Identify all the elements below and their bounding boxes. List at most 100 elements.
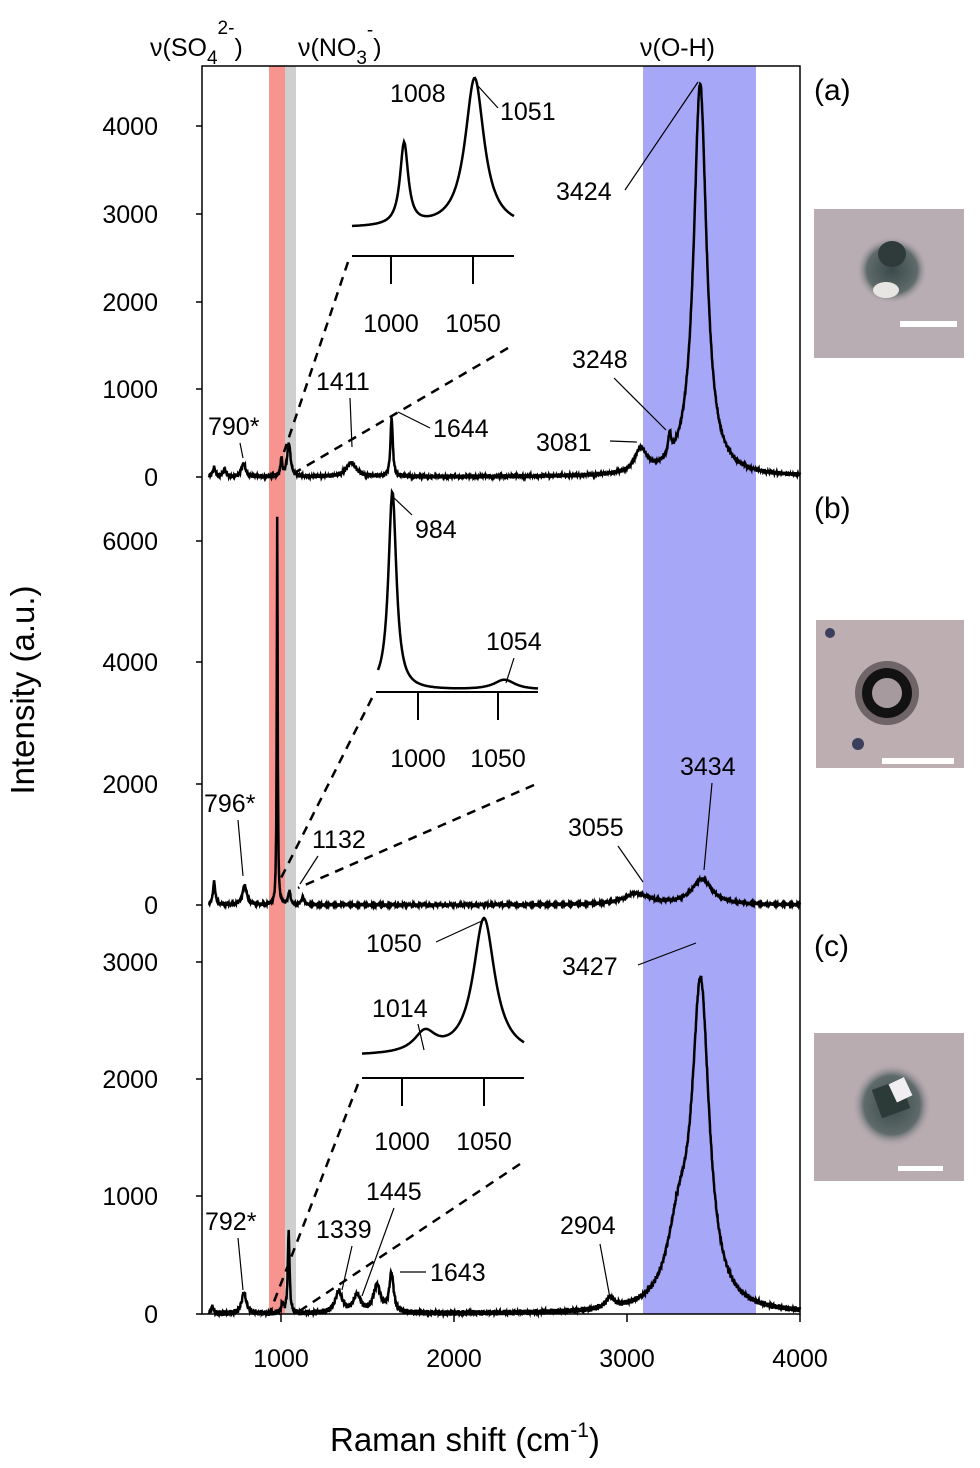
- oh-band-label: ν(O-H): [640, 34, 715, 62]
- leader-line: [599, 1243, 611, 1299]
- oh-band: [643, 66, 756, 1314]
- inset-tick-label: 1000: [374, 1128, 430, 1156]
- nitrate-label-sup: -: [367, 20, 373, 41]
- y-tick-label: 2000: [102, 1066, 158, 1094]
- leader-line: [349, 397, 353, 448]
- panel-label-c: (c): [814, 930, 849, 963]
- leader-line: [397, 411, 431, 429]
- leader-line: [613, 377, 667, 431]
- peak-label: 1411: [316, 368, 370, 396]
- leader-line: [417, 1023, 425, 1051]
- x-axis-title: Raman shift (cm-1): [330, 1419, 600, 1458]
- leader-line: [617, 845, 644, 883]
- leader-line: [237, 1237, 244, 1291]
- leader-line: [237, 819, 244, 877]
- x-tick-label: 2000: [426, 1345, 482, 1373]
- spectrum-trace-c: [207, 975, 802, 1320]
- nitrate-label-close: ): [373, 34, 381, 62]
- nitrate-label-sub: 3: [356, 48, 367, 69]
- y-axis-title: Intensity (a.u.): [4, 585, 41, 794]
- inset-zoom-lines-c: [268, 1083, 521, 1314]
- particle-image-a: [814, 209, 964, 358]
- nitrate-band: [285, 66, 296, 1314]
- inset-peak-label: 1054: [486, 628, 542, 656]
- x-axis-title-main: Raman shift (cm: [330, 1421, 570, 1458]
- y-tick-label: 6000: [102, 528, 158, 556]
- x-tick-label: 4000: [772, 1345, 828, 1373]
- y-tick-label: 4000: [102, 649, 158, 677]
- peak-label: 3424: [556, 178, 612, 206]
- inset-zoom-lines-b: [278, 697, 535, 890]
- inset-tick-label: 1050: [470, 745, 526, 773]
- x-tick-label: 1000: [253, 1345, 309, 1373]
- peak-label: 3248: [572, 346, 628, 374]
- spectrum-trace-b: [207, 516, 802, 912]
- y-axis-b: [196, 540, 202, 906]
- inset-trace-b: [376, 487, 539, 690]
- y-tick-label: 3000: [102, 949, 158, 977]
- y-tick-label: 0: [144, 464, 158, 492]
- leader-line: [341, 1245, 353, 1291]
- y-axis-c: [196, 961, 202, 1315]
- leader-line: [391, 495, 413, 516]
- inset-tick-label: 1000: [363, 310, 419, 338]
- sulfate-label-close: ): [234, 34, 242, 62]
- inset-peak-label: 1051: [500, 98, 556, 126]
- inset-axis-b: [376, 691, 538, 720]
- inset-peak-label: 1014: [372, 995, 428, 1023]
- inset-peak-label: 1050: [366, 930, 422, 958]
- leader-line: [505, 657, 515, 684]
- sulfate-label-sub: 4: [207, 48, 218, 69]
- inset-peak-label: 1008: [390, 80, 446, 108]
- particle-image-b: [816, 620, 964, 768]
- x-tick-label: 3000: [599, 1345, 655, 1373]
- sulfate-label-sup: 2-: [218, 18, 235, 39]
- peak-label: 3081: [536, 429, 592, 457]
- peak-label: 792*: [205, 1208, 257, 1236]
- inset-tick-label: 1000: [390, 745, 446, 773]
- peak-label: 1132: [312, 826, 366, 854]
- inset-axis-a: [352, 255, 514, 284]
- peak-label: 1643: [430, 1259, 486, 1287]
- peak-label: 3434: [680, 753, 736, 781]
- y-tick-label: 2000: [102, 289, 158, 317]
- peak-label: 2904: [560, 1212, 616, 1240]
- y-tick-label: 4000: [102, 113, 158, 141]
- peak-label: 796*: [204, 790, 256, 818]
- inset-trace-a: [351, 76, 515, 228]
- x-axis: [280, 1314, 801, 1322]
- peak-label: 3427: [562, 953, 618, 981]
- leader-line: [637, 942, 697, 966]
- inset-trace-c: [361, 916, 525, 1055]
- panel-label-a: (a): [814, 74, 851, 107]
- nitrate-band-label: ν(NO3-): [298, 20, 382, 69]
- leader-line: [361, 1207, 395, 1297]
- inset-zoom-lines-a: [282, 261, 509, 474]
- y-tick-label: 2000: [102, 771, 158, 799]
- leader-line: [624, 81, 699, 191]
- y-tick-label: 3000: [102, 201, 158, 229]
- y-tick-label: 0: [144, 892, 158, 920]
- leader-line: [239, 442, 244, 459]
- leader-line: [477, 85, 499, 109]
- y-axis-a: [196, 125, 202, 478]
- x-axis-title-close: ): [589, 1421, 600, 1458]
- inset-axis-c: [362, 1077, 524, 1106]
- peak-label: 3055: [568, 814, 624, 842]
- particle-image-c: [814, 1033, 964, 1181]
- peak-label: 1339: [316, 1216, 372, 1244]
- peak-label: 790*: [208, 413, 260, 441]
- sulfate-band-label: ν(SO42-): [150, 18, 243, 69]
- leader-line: [299, 855, 319, 885]
- y-tick-label: 0: [144, 1301, 158, 1329]
- panel-label-b: (b): [814, 492, 851, 525]
- inset-tick-label: 1050: [456, 1128, 512, 1156]
- sulfate-label-main: ν(SO: [150, 34, 207, 62]
- leader-line: [703, 782, 713, 871]
- nitrate-label-main: ν(NO: [298, 34, 356, 62]
- peak-label: 1445: [366, 1178, 422, 1206]
- leader-line: [435, 919, 485, 943]
- inset-peak-label: 984: [415, 516, 457, 544]
- spectrum-trace-a: [207, 81, 802, 483]
